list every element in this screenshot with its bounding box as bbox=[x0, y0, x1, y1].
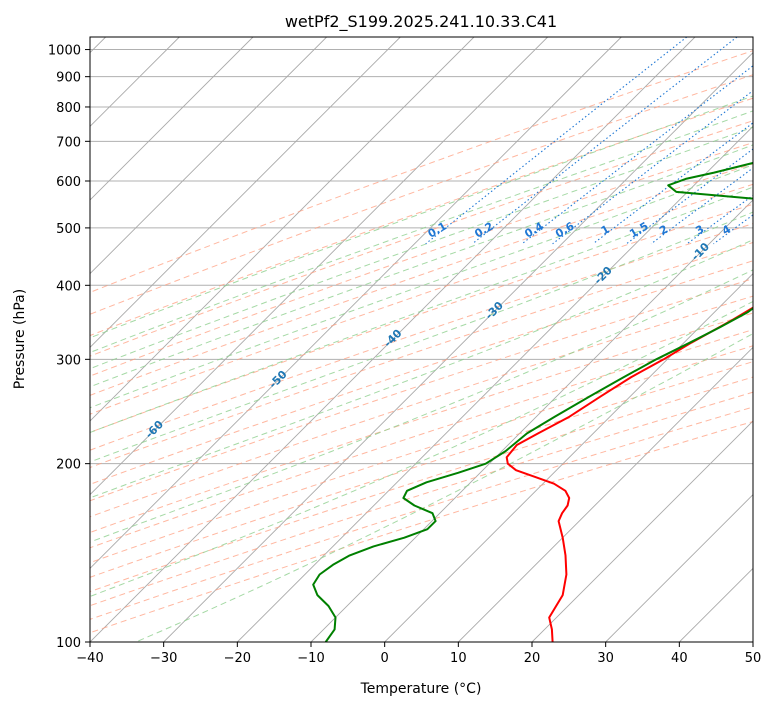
chart-title: wetPf2_S199.2025.241.10.33.C41 bbox=[285, 12, 557, 32]
dry-adiabat-line bbox=[90, 50, 753, 293]
x-tick-label: −30 bbox=[150, 651, 177, 666]
mixing-ratio-line bbox=[521, 65, 753, 245]
x-tick-label: −10 bbox=[297, 651, 324, 666]
x-tick-label: 10 bbox=[450, 651, 467, 666]
dry-adiabat-line bbox=[90, 142, 753, 377]
dry-adiabat-line bbox=[90, 97, 753, 337]
x-tick-label: 20 bbox=[524, 651, 541, 666]
mixing-ratio-line bbox=[592, 122, 753, 245]
dry-adiabat-line bbox=[90, 183, 753, 415]
x-tick-label: 0 bbox=[381, 651, 389, 666]
y-tick-label: 800 bbox=[56, 101, 81, 116]
isotherm-line bbox=[90, 37, 622, 569]
dry-adiabat-line bbox=[90, 163, 753, 396]
isotherm-line bbox=[90, 37, 475, 422]
x-tick-label: −40 bbox=[76, 651, 103, 666]
isotherm-gridlines bbox=[90, 37, 753, 642]
moist-adiabat-line bbox=[135, 333, 753, 642]
moist-adiabat-line bbox=[90, 126, 753, 370]
isotherm-line bbox=[605, 494, 753, 642]
plot-frame bbox=[89, 36, 754, 643]
isotherm-line bbox=[90, 37, 548, 496]
mixing-ratio-line bbox=[552, 89, 753, 245]
dry-adiabats bbox=[90, 50, 753, 634]
moist-adiabat-line bbox=[90, 211, 753, 463]
dewpoint-profile-line bbox=[312, 161, 753, 642]
y-tick-label: 200 bbox=[56, 458, 81, 473]
y-axis-label: Pressure (hPa) bbox=[12, 289, 28, 389]
y-tick-label: 1000 bbox=[48, 44, 81, 59]
x-tick-label: −20 bbox=[224, 651, 251, 666]
isotherm-line bbox=[237, 125, 753, 642]
mixing-ratio-line bbox=[686, 194, 753, 245]
y-axis-ticks: 1000 900 800 700 600 500 400 300 200 100 bbox=[48, 44, 90, 651]
dry-adiabat-line bbox=[90, 345, 753, 564]
isobar-gridlines bbox=[90, 49, 753, 642]
isotherm-line bbox=[531, 420, 753, 642]
dry-adiabat-line bbox=[90, 120, 753, 357]
x-tick-label: 30 bbox=[597, 651, 614, 666]
isotherm-line bbox=[384, 273, 753, 642]
x-tick-label: 40 bbox=[671, 651, 688, 666]
x-tick-label: 50 bbox=[745, 651, 762, 666]
isotherm-line bbox=[90, 37, 254, 201]
moist-adiabat-line bbox=[90, 110, 753, 354]
mixing-ratio-line bbox=[471, 37, 738, 245]
dry-adiabat-line bbox=[90, 329, 753, 549]
dry-adiabat-line bbox=[90, 361, 753, 578]
y-tick-label: 300 bbox=[56, 353, 81, 368]
sounding-profiles bbox=[312, 161, 753, 642]
y-tick-label: 600 bbox=[56, 175, 81, 190]
y-tick-label: 700 bbox=[56, 135, 81, 150]
isotherm-line bbox=[90, 37, 327, 275]
isotherm-line bbox=[90, 37, 401, 348]
mixing-ratio-lines bbox=[425, 37, 753, 245]
isotherm-line bbox=[163, 52, 753, 642]
isotherm-line bbox=[458, 346, 753, 642]
moist-adiabat-line bbox=[90, 95, 753, 339]
y-tick-label: 900 bbox=[56, 71, 81, 86]
x-axis-label: Temperature (°C) bbox=[360, 681, 482, 697]
x-axis-ticks: −40 −30 −20 −10 0 10 20 30 40 50 bbox=[76, 642, 761, 666]
moist-adiabat-line bbox=[90, 186, 753, 434]
plot-area: 0.10.20.40.611.52346810131620253036-100-… bbox=[90, 37, 753, 642]
y-tick-label: 100 bbox=[56, 636, 81, 651]
y-tick-label: 500 bbox=[56, 222, 81, 237]
isotherm-line bbox=[90, 37, 696, 642]
isotherm-line bbox=[310, 199, 753, 642]
moist-adiabat-line bbox=[90, 144, 753, 388]
mixing-ratio-line bbox=[626, 148, 753, 245]
y-tick-label: 400 bbox=[56, 279, 81, 294]
temperature-profile-line bbox=[505, 306, 753, 642]
